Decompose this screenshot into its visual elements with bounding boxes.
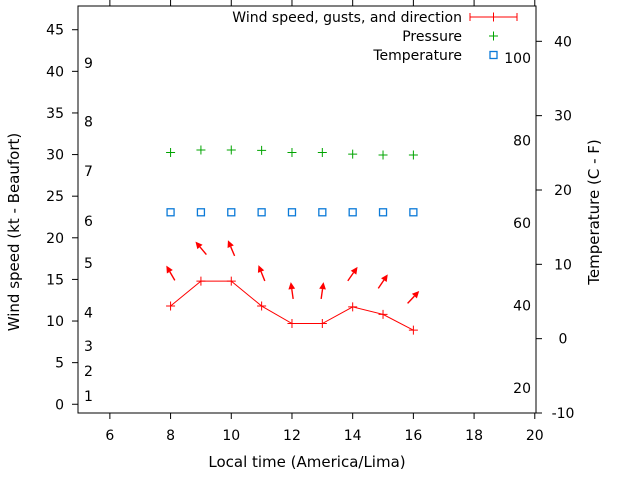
wind-direction-arrow-shaft xyxy=(320,288,324,300)
x-axis-tick-label: 20 xyxy=(526,428,544,444)
pressure-marker xyxy=(166,147,176,157)
temperature-marker xyxy=(166,208,175,217)
wind-speed-marker xyxy=(378,309,388,319)
wind-axis-tick-label: 10 xyxy=(46,314,64,330)
wind-speed-marker xyxy=(226,276,236,286)
celsius-axis-tick-label: 0 xyxy=(559,332,568,348)
temperature-marker xyxy=(378,208,388,217)
temperature-marker xyxy=(227,208,236,217)
beaufort-scale-label: 1 xyxy=(84,389,93,405)
wind-direction-arrow-head xyxy=(319,282,326,290)
beaufort-scale-label: 5 xyxy=(84,256,93,272)
temperature-marker xyxy=(257,208,266,217)
x-axis-tick-label: 8 xyxy=(166,428,175,444)
wind-speed-marker xyxy=(317,319,327,329)
beaufort-scale-label: 8 xyxy=(84,114,93,130)
wind-axis-tick-label: 25 xyxy=(46,189,64,205)
wind-direction-arrow-head xyxy=(350,266,358,275)
temperature-marker xyxy=(196,208,206,217)
fahrenheit-scale-label: 80 xyxy=(513,133,531,149)
wind-direction-arrow-shaft xyxy=(169,271,176,281)
wind-direction-arrow-head xyxy=(195,241,203,250)
wind-speed-marker xyxy=(408,325,418,335)
wind-direction-arrow-shaft xyxy=(260,271,266,282)
fahrenheit-scale-label: 40 xyxy=(513,299,531,315)
wind-axis-tick-label: 45 xyxy=(46,23,64,39)
pressure-marker xyxy=(196,145,206,155)
beaufort-scale-label: 3 xyxy=(84,339,93,355)
celsius-axis-tick-label: 40 xyxy=(554,34,572,50)
legend-item-label: Temperature xyxy=(372,48,462,64)
temperature-marker xyxy=(318,208,327,217)
x-axis-tick-label: 6 xyxy=(105,428,114,444)
wind-axis-tick-label: 5 xyxy=(55,356,64,372)
wind-axis-tick-label: 30 xyxy=(46,148,64,164)
wind-speed-marker xyxy=(287,319,297,329)
wind-direction-arrow-shaft xyxy=(407,295,415,304)
wind-speed-marker xyxy=(196,276,206,286)
wind-direction-arrow-shaft xyxy=(291,288,294,300)
wind-speed-marker xyxy=(257,301,267,311)
x-axis-tick-label: 16 xyxy=(404,428,422,444)
wind-speed-marker xyxy=(348,302,358,312)
x-axis-title: Local time (America/Lima) xyxy=(208,453,405,471)
beaufort-scale-label: 2 xyxy=(84,364,93,380)
wind-direction-arrow-shaft xyxy=(347,272,355,282)
legend-temperature-marker xyxy=(489,50,498,60)
wind-direction-arrow-head xyxy=(288,282,296,290)
pressure-marker xyxy=(378,150,388,160)
pressure-marker xyxy=(226,145,236,155)
pressure-marker xyxy=(408,150,418,160)
legend-pressure-marker xyxy=(489,31,498,41)
wind-direction-arrow-shaft xyxy=(230,246,236,257)
wind-axis-tick-label: 0 xyxy=(55,397,64,413)
fahrenheit-scale-label: 100 xyxy=(504,51,531,67)
wind-axis-tick-label: 35 xyxy=(46,106,64,122)
wind-direction-arrow-head xyxy=(411,290,420,299)
x-axis-tick-label: 12 xyxy=(283,428,301,444)
temperature-marker xyxy=(348,208,357,217)
celsius-axis-tick-label: 20 xyxy=(554,183,572,199)
x-axis-tick-label: 14 xyxy=(344,428,362,444)
pressure-marker xyxy=(257,145,267,155)
temperature-marker xyxy=(409,208,418,217)
celsius-axis-tick-label: -10 xyxy=(552,406,575,422)
wind-direction-arrow-shaft xyxy=(377,279,385,289)
pressure-marker xyxy=(348,149,358,159)
wind-axis-tick-label: 40 xyxy=(46,64,64,80)
temperature-axis-title: Temperature (C - F) xyxy=(585,139,603,286)
wind-direction-arrow-head xyxy=(227,240,234,249)
wind-axis-title: Wind speed (kt - Beaufort) xyxy=(5,133,23,332)
x-axis-tick-label: 10 xyxy=(222,428,240,444)
beaufort-scale-label: 4 xyxy=(84,306,93,322)
pressure-marker xyxy=(287,147,297,157)
plot-border xyxy=(77,5,537,414)
temperature-marker xyxy=(287,208,297,217)
pressure-marker xyxy=(317,147,327,157)
fahrenheit-scale-label: 60 xyxy=(513,216,531,232)
legend-item-label: Wind speed, gusts, and direction xyxy=(232,10,462,26)
beaufort-scale-label: 9 xyxy=(84,56,93,72)
wind-direction-arrow-head xyxy=(381,274,388,283)
wind-axis-tick-label: 20 xyxy=(46,231,64,247)
wind-direction-arrow-shaft xyxy=(199,246,207,256)
wind-direction-arrow-head xyxy=(166,265,173,274)
celsius-axis-tick-label: 10 xyxy=(554,257,572,273)
celsius-axis-tick-label: 30 xyxy=(554,109,572,125)
wind-direction-arrow-head xyxy=(257,265,265,273)
fahrenheit-scale-label: 20 xyxy=(513,381,531,397)
x-axis-tick-label: 18 xyxy=(465,428,483,444)
beaufort-scale-label: 7 xyxy=(84,164,93,180)
legend-wind-marker xyxy=(489,12,498,22)
legend-item-label: Pressure xyxy=(402,29,462,45)
wind-axis-tick-label: 15 xyxy=(46,272,64,288)
beaufort-scale-label: 6 xyxy=(84,214,93,230)
wind-speed-marker xyxy=(166,301,176,311)
